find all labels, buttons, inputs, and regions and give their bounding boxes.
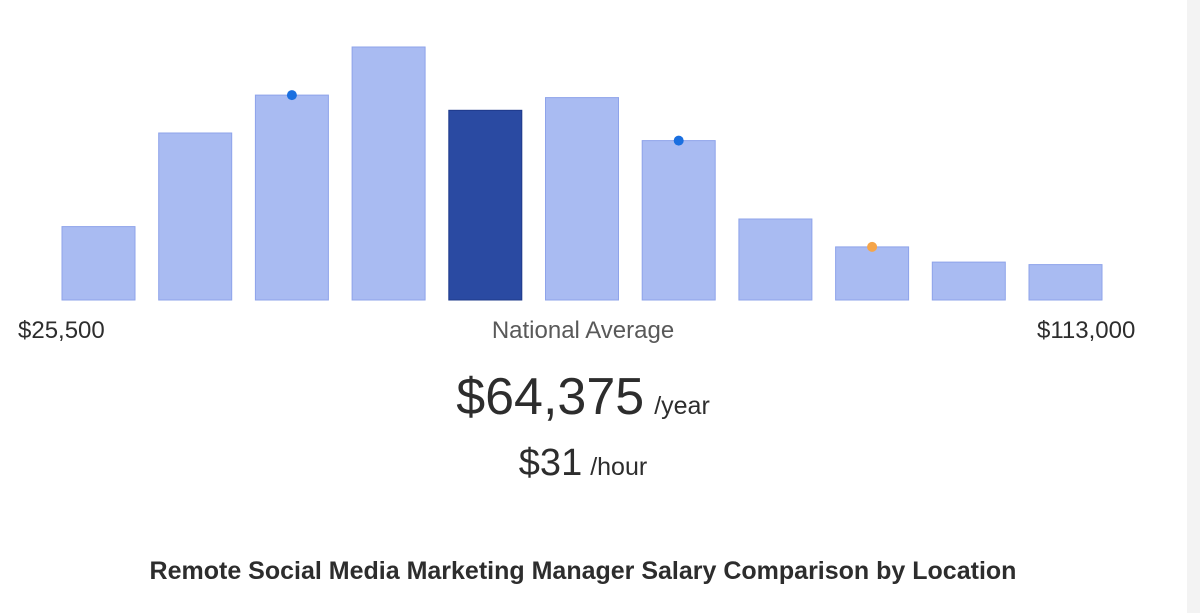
yearly-salary-value: $64,375: [456, 368, 645, 426]
section-heading: Remote Social Media Marketing Manager Sa…: [149, 557, 1017, 585]
salary-summary: $64,375/year $31/hour: [0, 366, 1166, 493]
histogram-bar-9[interactable]: [931, 261, 1006, 301]
histogram-bar-5[interactable]: [545, 97, 619, 301]
histogram-bar-2[interactable]: [254, 94, 329, 301]
histogram-bar-3[interactable]: [351, 46, 426, 301]
location-marker-dot-2[interactable]: [867, 241, 878, 252]
location-marker-dot-1[interactable]: [673, 135, 684, 146]
salary-histogram: [61, 46, 1103, 301]
hourly-salary-row: $31/hour: [0, 441, 1166, 493]
range-min-label: $25,500: [18, 317, 105, 344]
yearly-salary-unit: /year: [654, 392, 710, 420]
hourly-salary-value: $31: [518, 442, 583, 484]
histogram-bar-7[interactable]: [738, 218, 813, 301]
histogram-bar-10[interactable]: [1028, 264, 1103, 301]
histogram-bar-0[interactable]: [61, 226, 136, 301]
histogram-bar-6[interactable]: [641, 140, 716, 301]
histogram-bar-national-average[interactable]: [448, 109, 523, 301]
range-max-label: $113,000: [1037, 317, 1136, 344]
hourly-salary-unit: /hour: [590, 453, 648, 481]
histogram-bar-8[interactable]: [835, 246, 910, 301]
location-marker-dot-0[interactable]: [286, 90, 297, 101]
scrollbar-track[interactable]: [1187, 0, 1200, 613]
histogram-bar-1[interactable]: [158, 132, 233, 301]
yearly-salary-row: $64,375/year: [0, 366, 1166, 441]
national-average-caption: National Average: [491, 317, 675, 344]
